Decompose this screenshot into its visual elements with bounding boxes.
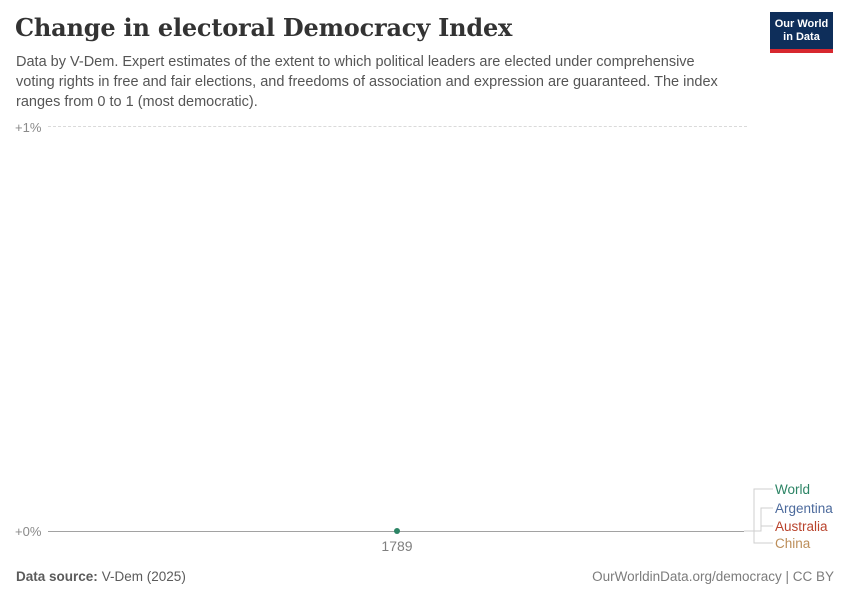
connector-world bbox=[744, 488, 773, 532]
legend-item-argentina[interactable]: Argentina bbox=[775, 501, 833, 516]
owid-logo-line2: in Data bbox=[783, 30, 820, 43]
data-point-marker bbox=[394, 528, 400, 534]
x-axis-tick-1789: 1789 bbox=[381, 538, 413, 554]
gridline-plus1-dashed bbox=[48, 126, 747, 127]
connector-china bbox=[744, 530, 773, 544]
connector-australia bbox=[744, 525, 773, 532]
legend-item-china[interactable]: China bbox=[775, 536, 811, 551]
y-axis-tick-plus1: +1% bbox=[15, 120, 42, 135]
legend-connector-lines bbox=[744, 488, 773, 544]
legend-item-world[interactable]: World bbox=[775, 482, 811, 497]
data-source-value: V-Dem (2025) bbox=[101, 569, 186, 584]
chart-title: Change in electoral Democracy Index bbox=[15, 13, 513, 42]
y-axis-tick-zero: +0% bbox=[15, 524, 42, 539]
chart-subtitle: Data by V-Dem. Expert estimates of the e… bbox=[16, 54, 718, 110]
data-source-note: Data source: V-Dem (2025) bbox=[16, 569, 186, 584]
legend-item-australia[interactable]: Australia bbox=[775, 519, 828, 534]
owid-logo-line1: Our World bbox=[774, 17, 829, 30]
connector-argentina bbox=[744, 507, 773, 532]
data-source-label: Data source: bbox=[16, 569, 98, 584]
attribution-link[interactable]: OurWorldinData.org/democracy | CC BY bbox=[592, 569, 834, 584]
owid-logo[interactable]: Our World in Data bbox=[770, 12, 833, 53]
